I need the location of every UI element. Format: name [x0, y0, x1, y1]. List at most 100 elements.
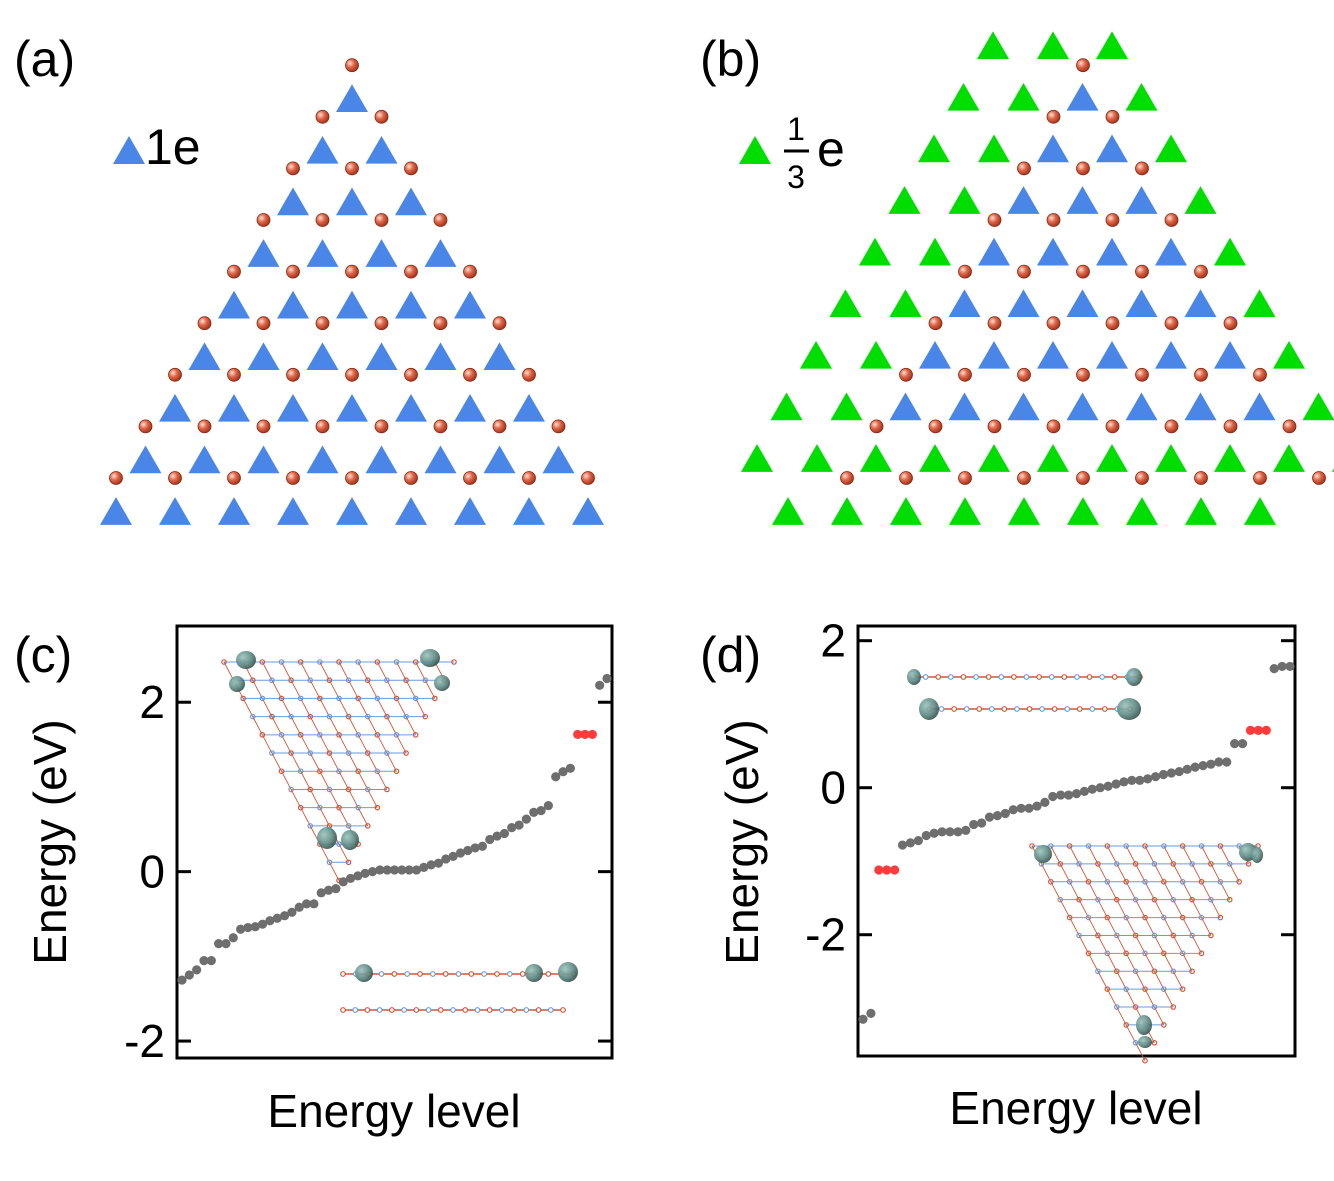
bulk-state-point: [1119, 777, 1129, 787]
inset-bond: [338, 771, 349, 790]
inset-bond: [1125, 953, 1136, 972]
lattice-triangle: [395, 497, 427, 525]
inset-atom: [1179, 950, 1186, 957]
lattice-atom: [958, 367, 972, 382]
lattice-triangle: [395, 393, 427, 422]
lattice-atom: [987, 213, 1002, 227]
inset-atom: [1048, 878, 1054, 885]
inset-atom: [1085, 843, 1092, 849]
lattice-a: [100, 58, 604, 525]
lattice-triangle: [978, 134, 1010, 163]
inset-bond: [290, 789, 302, 808]
lattice-atom: [1282, 419, 1297, 434]
inset-bond: [1144, 881, 1155, 900]
inset-atom: [249, 713, 256, 720]
inset-atom: [345, 823, 352, 829]
lattice-triangle: [919, 237, 951, 266]
inset-atom: [374, 695, 381, 702]
inset-atom: [1189, 861, 1195, 867]
lattice-triangle: [1214, 340, 1246, 369]
inset-atom: [352, 1007, 359, 1013]
inset-bond: [1116, 971, 1127, 990]
inset-atom: [384, 713, 390, 720]
bulk-state-point: [470, 843, 480, 853]
inset-bond: [300, 661, 311, 681]
orbital-lobe: [236, 651, 256, 669]
bulk-state-point: [1000, 808, 1010, 819]
lattice-triangle: [483, 445, 516, 474]
inset-atom: [1217, 878, 1224, 885]
inset-atom: [963, 706, 970, 712]
inset-bond: [1078, 863, 1089, 882]
inset-atom: [519, 971, 526, 977]
edge-state-point: [1253, 725, 1263, 735]
inset-atom: [297, 804, 304, 811]
inset-atom: [378, 971, 385, 977]
chart-d-ticks: -2 0 2: [805, 615, 1295, 961]
legend-b-denominator: 3: [787, 159, 805, 195]
chart-c-xlabel: Energy level: [267, 1085, 520, 1137]
y-tick-label: -2: [805, 909, 846, 961]
lattice-triangle: [247, 342, 280, 371]
lattice-triangle: [977, 31, 1009, 60]
lattice-triangle: [1155, 340, 1187, 369]
lattice-atom: [286, 471, 300, 485]
inset-atom: [1179, 843, 1186, 849]
lattice-triangle: [395, 290, 427, 319]
inset-atom: [481, 971, 488, 977]
inset-atom: [1036, 674, 1043, 680]
bulk-state-point: [1135, 775, 1145, 785]
inset-atom: [364, 713, 371, 720]
inset-bond: [415, 698, 426, 717]
lattice-atom: [492, 316, 507, 331]
lattice-atom: [345, 471, 359, 485]
bulk-state-point: [866, 1008, 876, 1018]
inset-atom: [547, 1007, 554, 1013]
lattice-atom: [1017, 264, 1031, 279]
lattice-triangle: [1037, 134, 1069, 163]
inset-atom: [988, 706, 995, 712]
lattice-atom: [1076, 58, 1090, 73]
inset-atom: [511, 1007, 518, 1013]
inset-bond: [1210, 863, 1221, 882]
lattice-triangle: [829, 289, 862, 318]
inset-atom: [307, 677, 314, 684]
inset-bond: [1135, 935, 1146, 954]
inset-atom: [403, 677, 409, 684]
inset-atom: [345, 677, 352, 684]
bulk-state-point: [397, 865, 407, 875]
inset-atom: [1179, 878, 1186, 885]
lattice-triangle: [948, 186, 981, 214]
edge-state-point: [882, 865, 892, 875]
inset-atom: [1048, 674, 1055, 680]
inset-bond: [376, 771, 388, 790]
bulk-state-point: [1111, 779, 1121, 789]
inset-atom: [297, 768, 304, 775]
lattice-triangle: [365, 239, 398, 267]
inset-bond: [281, 734, 292, 754]
inset-atom: [1074, 674, 1080, 680]
inset-atom: [1104, 914, 1111, 921]
inset-atom: [1095, 896, 1101, 903]
lattice-triangle: [336, 84, 368, 113]
inset-atom: [1001, 706, 1008, 712]
inset-atom: [1226, 896, 1233, 903]
lattice-atom: [1076, 161, 1090, 176]
lattice-triangle: [188, 342, 221, 371]
lattice-atom: [1164, 213, 1179, 227]
inset-atom: [269, 677, 275, 684]
bulk-state-point: [250, 922, 260, 932]
inset-bond: [348, 752, 359, 772]
bulk-state-point: [331, 883, 341, 894]
bulk-state-point: [1182, 764, 1192, 774]
inset-bond: [376, 734, 388, 754]
inset-atom: [340, 1007, 346, 1013]
bulk-state-point: [1269, 664, 1279, 674]
bulk-state-point: [1024, 803, 1034, 813]
lattice-triangle: [1155, 444, 1187, 472]
lattice-atom: [1046, 419, 1061, 434]
inset-bond: [386, 716, 397, 736]
inset-atom: [355, 768, 361, 775]
inset-bond: [1201, 917, 1212, 936]
inset-atom: [1066, 914, 1073, 921]
